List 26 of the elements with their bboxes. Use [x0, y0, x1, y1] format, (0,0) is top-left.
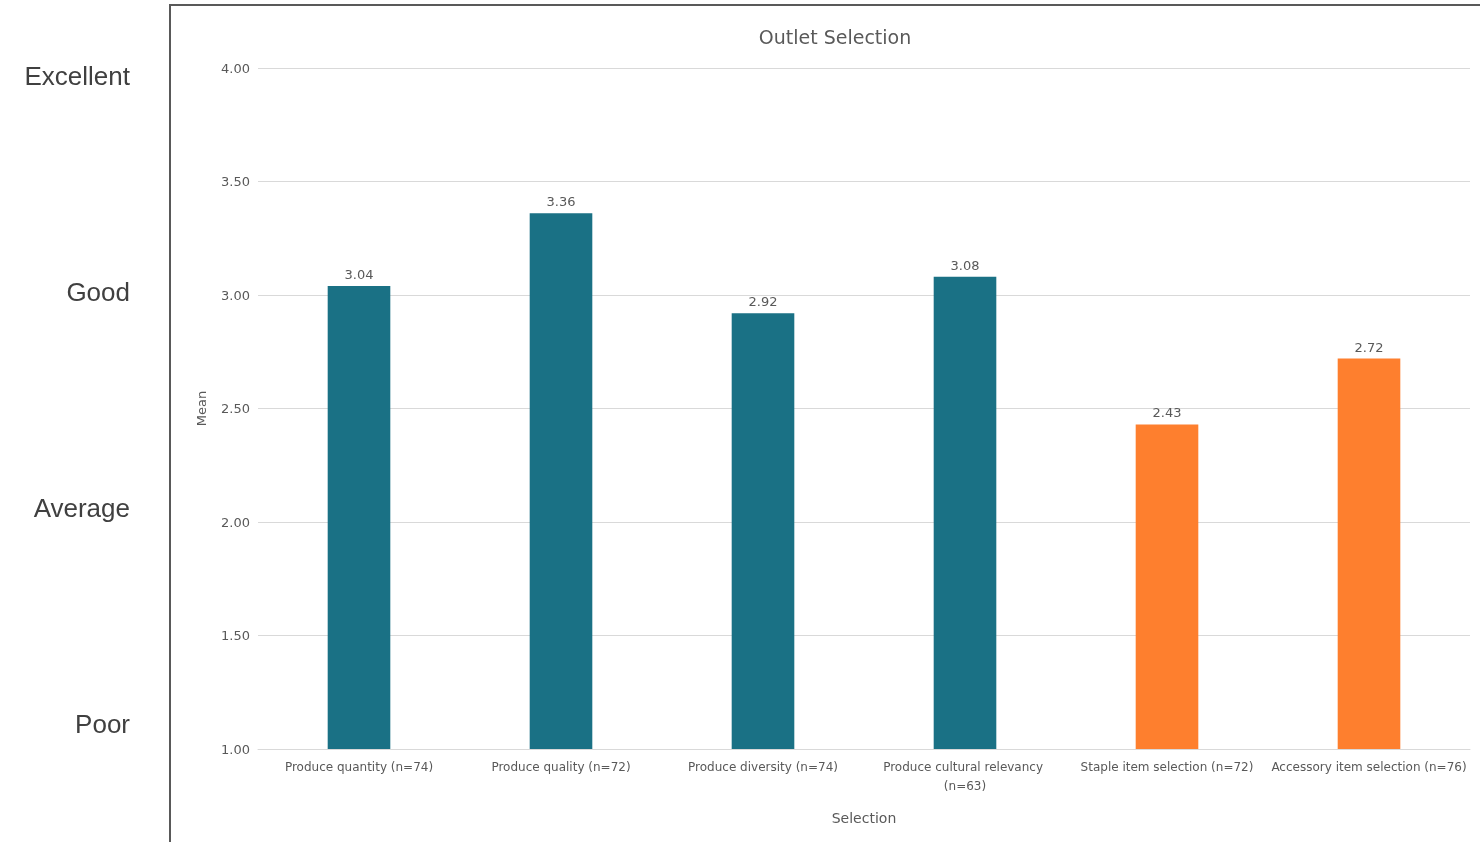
y-tick-label: 2.50: [221, 401, 250, 416]
x-tick-label: Staple item selection (n=72): [1080, 759, 1254, 774]
chart-title: Outlet Selection: [758, 25, 912, 48]
x-tick-label: Produce quality (n=72): [491, 759, 631, 774]
data-label: 3.36: [546, 194, 576, 210]
y-tick-label: 3.00: [221, 287, 250, 303]
data-label: 2.72: [1354, 339, 1384, 355]
y-tick-label: 4.00: [221, 60, 250, 76]
text: Excellent: [24, 61, 131, 91]
y-tick-label: 1.00: [221, 741, 250, 757]
y-axis-title: Mean: [194, 390, 209, 427]
x-axis-title: Selection: [831, 810, 897, 826]
text: Good: [66, 277, 130, 307]
data-label: 3.08: [950, 257, 980, 273]
data-label: 3.04: [344, 266, 374, 282]
x-tick-label: Accessory item selection (n=76): [1271, 759, 1467, 774]
data-label: 2.92: [748, 294, 778, 310]
x-tick-label: Produce quantity (n=74): [284, 759, 434, 774]
y-tick-label: 2.00: [221, 514, 250, 530]
y-tick-label: 1.50: [221, 628, 250, 643]
x-tick-label: Produce cultural relevancy (n=63): [883, 759, 1047, 793]
text: Average: [33, 493, 130, 523]
y-tick-label: 3.50: [221, 174, 250, 189]
text: Poor: [75, 709, 131, 739]
data-label: 2.43: [1152, 405, 1182, 421]
x-tick-label: Produce diversity (n=74): [688, 759, 838, 774]
